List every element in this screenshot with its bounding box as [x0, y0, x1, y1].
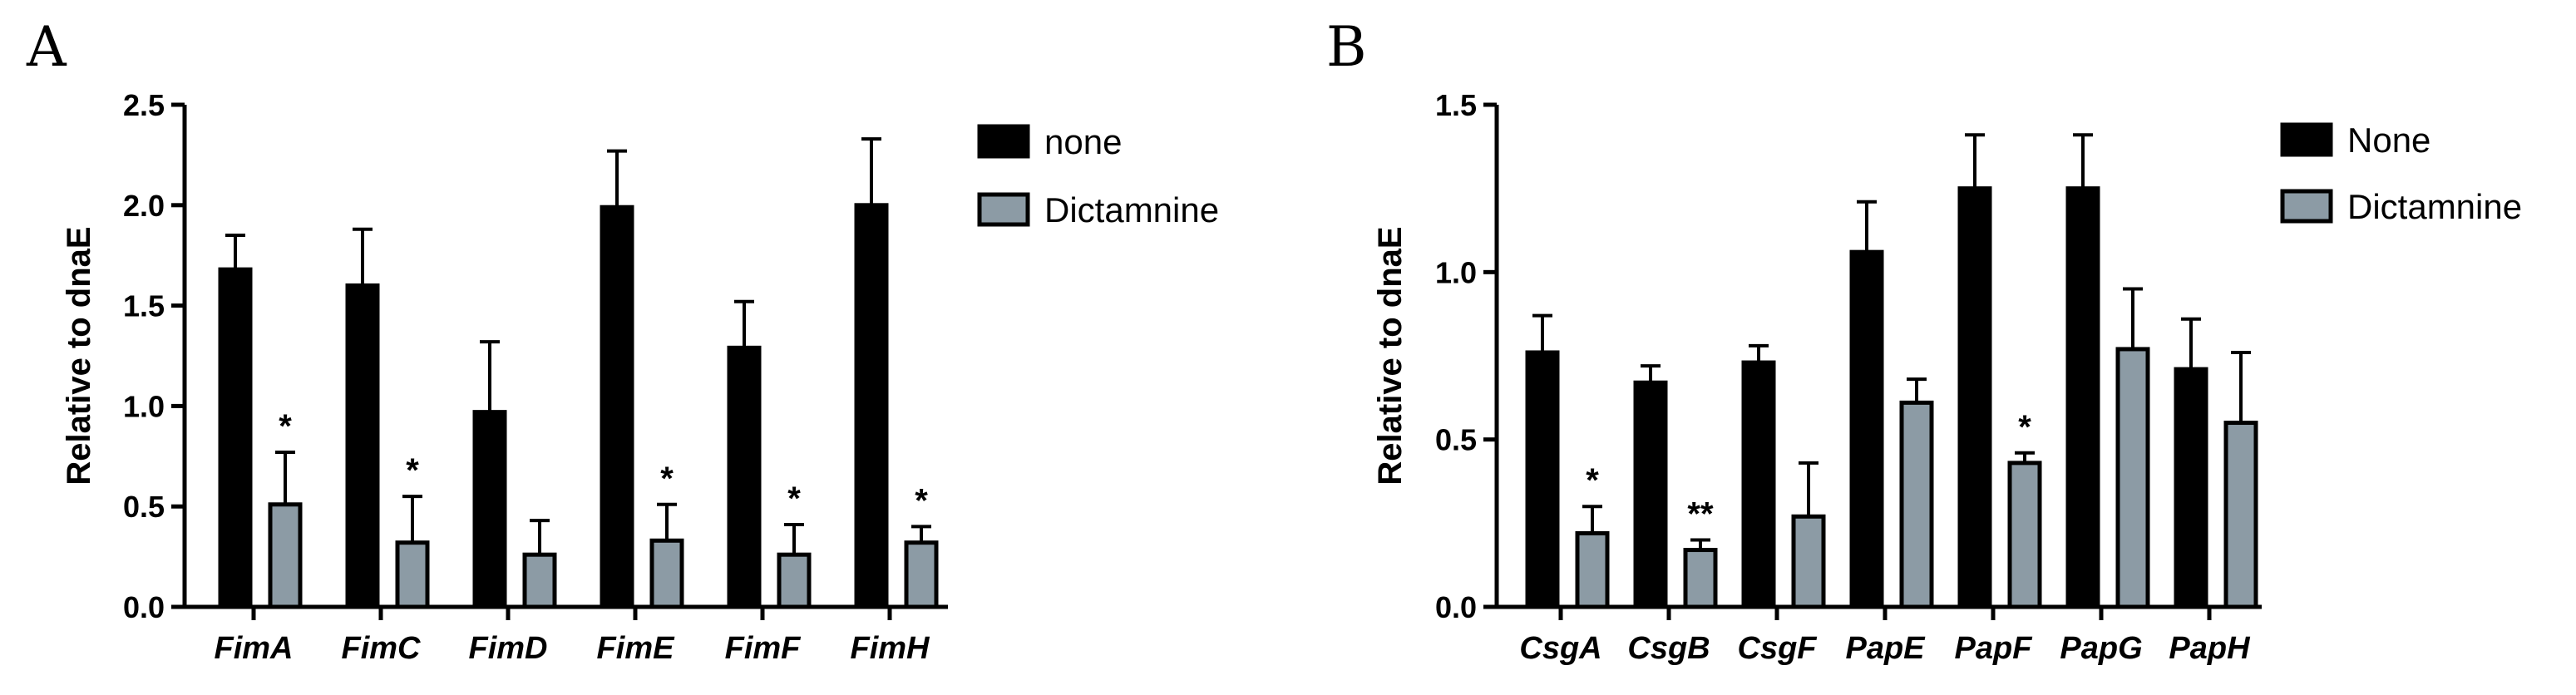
significance-marker: * [915, 482, 928, 519]
bar-series-2 [777, 552, 812, 609]
legend-label: none [1044, 122, 1122, 161]
y-tick-label: 1.5 [1435, 88, 1477, 122]
panel-letter-b: B [1326, 15, 1367, 79]
bar-series-1 [472, 410, 507, 609]
legend-swatch [977, 124, 1030, 159]
x-tick-label: PapF [1955, 631, 2034, 666]
bar-series-2 [904, 540, 939, 609]
legend-swatch [2280, 122, 2333, 157]
legend-label: Dictamnine [2347, 187, 2522, 226]
y-tick-label: 1.5 [123, 289, 165, 323]
bar-series-2 [1683, 548, 1718, 609]
y-axis-label: Relative to dnaE [61, 226, 97, 485]
x-tick-label: FimH [851, 631, 931, 666]
significance-marker: * [787, 481, 801, 517]
bar-series-2 [2007, 461, 2042, 609]
x-tick-label: CsgA [1519, 631, 1601, 666]
bar-series-2 [2115, 347, 2150, 609]
bar-series-2 [2223, 421, 2258, 609]
significance-marker: * [1586, 462, 1599, 499]
legend-swatch [2280, 189, 2333, 224]
bar-series-1 [1525, 350, 1560, 609]
bar-series-1 [1849, 249, 1884, 609]
x-tick-label: PapG [2060, 631, 2142, 666]
bar-series-1 [727, 345, 762, 609]
significance-marker: * [660, 461, 674, 497]
legend-label: Dictamnine [1044, 190, 1219, 229]
bar-series-1 [1633, 380, 1668, 609]
bar-series-1 [854, 203, 889, 609]
bar-series-1 [2174, 367, 2208, 609]
bar-series-1 [600, 205, 634, 609]
x-tick-label: CsgF [1738, 631, 1818, 666]
bar-series-1 [1957, 186, 1992, 609]
y-tick-label: 0.5 [1435, 423, 1477, 457]
bar-series-2 [1575, 530, 1610, 609]
x-tick-label: FimA [215, 631, 294, 666]
x-tick-label: FimE [597, 631, 676, 666]
significance-marker: * [279, 408, 292, 445]
bar-series-2 [1899, 400, 1934, 609]
legend-swatch [977, 192, 1030, 227]
bar-series-2 [1791, 514, 1826, 609]
significance-marker: * [2018, 409, 2031, 446]
panel-letter-a: A [27, 15, 67, 79]
y-tick-label: 0.5 [123, 490, 165, 524]
bar-series-2 [522, 552, 557, 609]
bar-series-1 [218, 267, 253, 609]
bar-series-1 [1741, 360, 1776, 609]
x-tick-label: PapE [1845, 631, 1926, 666]
x-tick-label: PapH [2169, 631, 2251, 666]
y-tick-label: 0.0 [1435, 590, 1477, 624]
bar-series-2 [268, 502, 303, 609]
y-tick-label: 0.0 [123, 590, 165, 624]
x-tick-label: FimC [342, 631, 422, 666]
bar-series-2 [649, 538, 684, 609]
bar-series-1 [2065, 186, 2100, 609]
y-tick-label: 1.0 [1435, 255, 1477, 289]
y-tick-label: 2.5 [123, 88, 165, 122]
significance-marker: ** [1687, 495, 1714, 532]
y-tick-label: 2.0 [123, 189, 165, 223]
significance-marker: * [406, 452, 419, 489]
bar-series-1 [345, 283, 380, 609]
x-tick-label: FimD [469, 631, 548, 666]
y-tick-label: 1.0 [123, 389, 165, 423]
bar-series-2 [395, 540, 430, 609]
legend-label: None [2347, 121, 2430, 160]
x-tick-label: CsgB [1627, 631, 1710, 666]
y-axis-label: Relative to dnaE [1372, 226, 1409, 485]
x-tick-label: FimF [725, 631, 802, 666]
